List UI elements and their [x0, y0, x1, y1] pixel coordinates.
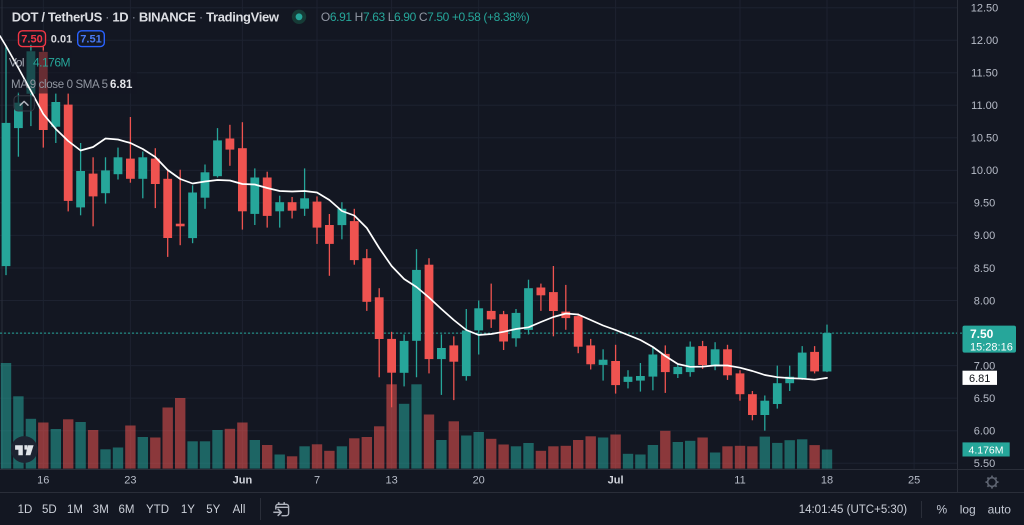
svg-text:7.00: 7.00: [974, 360, 995, 372]
svg-text:15:28:16: 15:28:16: [970, 341, 1013, 353]
svg-text:5.50: 5.50: [974, 458, 995, 470]
svg-text:7.51: 7.51: [80, 34, 101, 46]
svg-text:25: 25: [908, 475, 920, 487]
svg-text:5D: 5D: [42, 504, 57, 516]
svg-text:6.50: 6.50: [974, 393, 995, 405]
svg-text:9.00: 9.00: [974, 230, 995, 242]
svg-text:12.00: 12.00: [971, 35, 999, 47]
svg-text:DOT / TetherUS · 1D · BINANCE: DOT / TetherUS · 1D · BINANCE · TradingV…: [12, 9, 280, 24]
svg-text:23: 23: [124, 475, 136, 487]
svg-text:10.50: 10.50: [971, 133, 999, 145]
svg-text:6.00: 6.00: [974, 426, 995, 438]
svg-text:12.50: 12.50: [971, 3, 999, 15]
svg-text:5Y: 5Y: [206, 504, 220, 516]
svg-text:6.81: 6.81: [110, 79, 133, 91]
svg-text:11.00: 11.00: [971, 100, 998, 112]
svg-text:10.00: 10.00: [971, 165, 999, 177]
svg-text:YTD: YTD: [146, 504, 169, 516]
svg-text:1D: 1D: [18, 504, 33, 516]
svg-text:Vol: Vol: [9, 55, 24, 69]
svg-text:6M: 6M: [119, 504, 135, 516]
svg-text:9.50: 9.50: [974, 198, 995, 210]
svg-text:log: log: [960, 503, 976, 517]
svg-text:7.50: 7.50: [21, 34, 42, 46]
svg-text:8.50: 8.50: [974, 263, 995, 275]
svg-text:7: 7: [314, 475, 320, 487]
svg-text:7.50: 7.50: [970, 327, 994, 341]
svg-text:6.81: 6.81: [969, 373, 990, 385]
svg-text:16: 16: [37, 475, 49, 487]
svg-text:20: 20: [473, 475, 485, 487]
svg-text:11: 11: [734, 475, 745, 487]
svg-text:All: All: [233, 504, 246, 516]
svg-text:4.176M: 4.176M: [968, 444, 1003, 456]
svg-text:4.176M: 4.176M: [33, 55, 71, 69]
svg-text:MA 9 close 0 SMA 5: MA 9 close 0 SMA 5: [11, 79, 108, 91]
svg-text:1Y: 1Y: [181, 504, 195, 516]
svg-text:O6.91 H7.63 L6.90 C7.50 +0.58: O6.91 H7.63 L6.90 C7.50 +0.58 (+8.38%): [321, 10, 530, 24]
svg-text:14:01:45 (UTC+5:30): 14:01:45 (UTC+5:30): [799, 504, 908, 516]
svg-text:%: %: [936, 503, 947, 517]
svg-text:0.01: 0.01: [51, 34, 72, 46]
svg-text:13: 13: [385, 475, 397, 487]
svg-text:3M: 3M: [93, 504, 109, 516]
svg-text:Jul: Jul: [608, 475, 624, 487]
svg-text:Jun: Jun: [233, 475, 253, 487]
svg-text:8.00: 8.00: [974, 295, 995, 307]
svg-text:auto: auto: [988, 503, 1012, 517]
svg-text:1M: 1M: [67, 504, 83, 516]
svg-text:11.50: 11.50: [971, 68, 998, 80]
svg-text:18: 18: [821, 475, 833, 487]
